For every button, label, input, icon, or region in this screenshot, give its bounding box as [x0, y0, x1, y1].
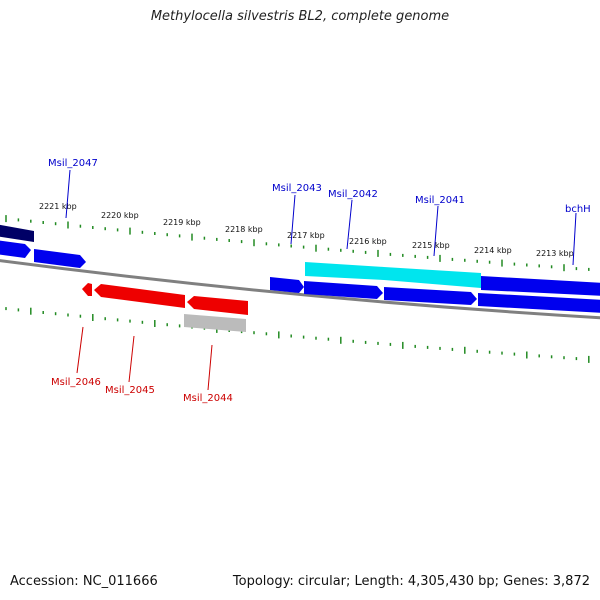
scale-label-2214: 2214 kbp [474, 246, 512, 255]
reverse-gene-labels: Msil_2046 Msil_2045 Msil_2044 [51, 377, 233, 404]
gene-arrow-bchh-upper[interactable] [481, 276, 600, 296]
gene-arrow-msil-2046[interactable] [82, 283, 92, 296]
gene-arrow-msil-2045[interactable] [94, 284, 185, 308]
genome-summary-text: Topology: circular; Length: 4,305,430 bp… [232, 574, 590, 589]
gene-highlight-msil-2041[interactable] [384, 267, 481, 288]
scale-label-2217: 2217 kbp [287, 231, 325, 240]
scale-ticks-upper [5, 215, 590, 272]
gene-label-msil-2044[interactable]: Msil_2044 [183, 393, 233, 404]
gene-label-msil-2043[interactable]: Msil_2043 [272, 183, 322, 194]
gene-arrow-msil-2048[interactable] [0, 224, 34, 242]
gene-label-msil-2047[interactable]: Msil_2047 [48, 158, 98, 169]
leader-line-bchh [572, 212, 577, 266]
gene-arrow-msil-2042[interactable] [304, 281, 383, 299]
genome-title: Methylocella silvestris BL2, complete ge… [150, 9, 450, 24]
gene-label-msil-2045[interactable]: Msil_2045 [105, 385, 155, 396]
forward-gene-labels: Msil_2047 Msil_2043 Msil_2042 Msil_2041 … [48, 158, 591, 215]
gene-label-msil-2046[interactable]: Msil_2046 [51, 377, 101, 388]
scale-label-2220: 2220 kbp [101, 211, 139, 220]
gene-arrow-msil-2047[interactable] [34, 249, 86, 268]
forward-label-lines [65, 169, 577, 266]
leader-line-msil-2047 [65, 169, 71, 219]
gene-label-bchh[interactable]: bchH [565, 204, 591, 215]
gene-highlight-msil-2042[interactable] [305, 262, 384, 280]
gene-arrow-bchh[interactable] [478, 293, 600, 313]
leader-line-msil-2041 [433, 205, 439, 257]
leader-line-msil-2043 [290, 194, 296, 245]
reverse-label-lines [76, 326, 213, 391]
scale-label-2219: 2219 kbp [163, 218, 201, 227]
leader-line-msil-2042 [346, 199, 353, 250]
scale-label-2218: 2218 kbp [225, 225, 263, 234]
scale-label-2221: 2221 kbp [39, 202, 77, 211]
accession-text: Accession: NC_011666 [10, 574, 158, 589]
gene-label-msil-2041[interactable]: Msil_2041 [415, 195, 465, 206]
scale-labels: 2221 kbp 2220 kbp 2219 kbp 2218 kbp 2217… [39, 202, 574, 258]
genome-backbone [0, 259, 600, 320]
leader-line-msil-2044 [207, 344, 213, 391]
scale-label-2213: 2213 kbp [536, 249, 574, 258]
gene-arrow-msil-2043[interactable] [270, 277, 304, 293]
scale-label-2215: 2215 kbp [412, 241, 450, 250]
scale-label-2216: 2216 kbp [349, 237, 387, 246]
gene-arrow-msil-2044[interactable] [187, 296, 248, 315]
scale-ticks-lower [5, 307, 590, 363]
gene-arrow-msil-2041[interactable] [384, 287, 477, 305]
forward-strand-genes [0, 224, 600, 313]
gene-label-msil-2042[interactable]: Msil_2042 [328, 189, 378, 200]
gene-arrow-msil-2044-gray[interactable] [184, 314, 246, 332]
leader-line-msil-2046 [76, 326, 84, 374]
gene-arrow-forward-1[interactable] [0, 240, 31, 258]
leader-line-msil-2045 [128, 335, 135, 383]
reverse-strand-genes [82, 283, 248, 332]
